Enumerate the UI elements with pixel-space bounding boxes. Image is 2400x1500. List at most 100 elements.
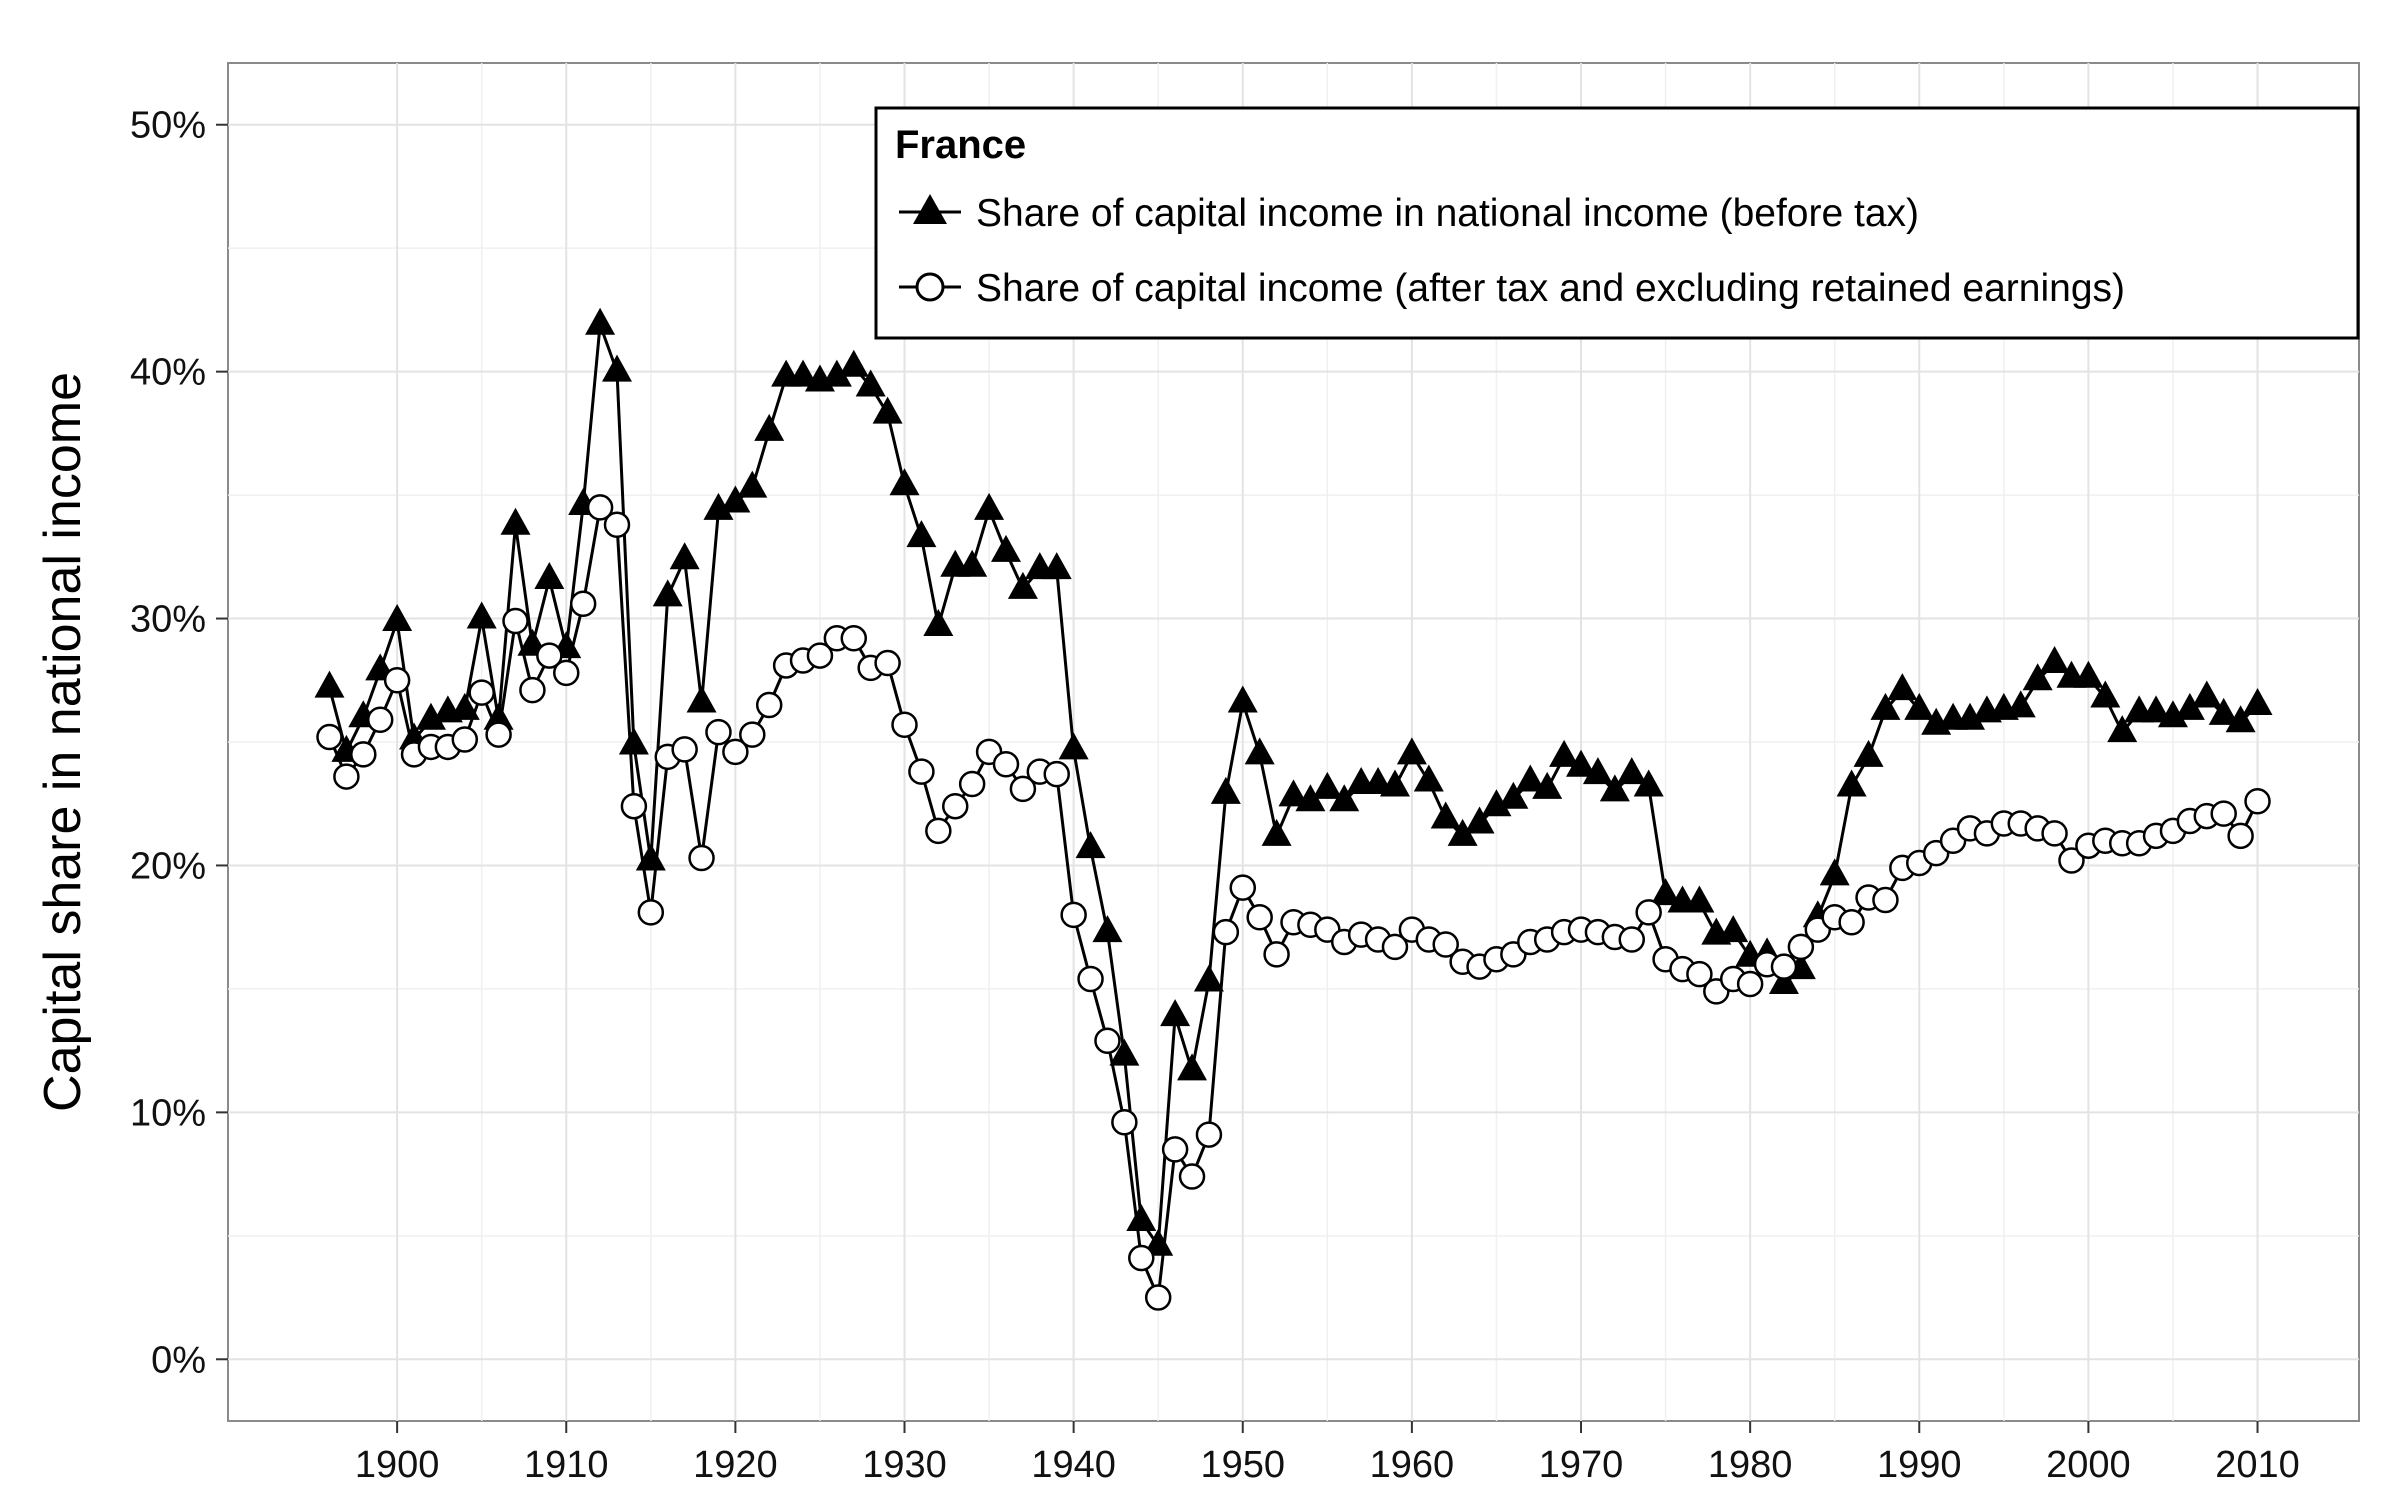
triangle-point <box>2174 692 2205 720</box>
triangle-point <box>1464 806 1495 834</box>
legend-entry-before-tax: Share of capital income in national inco… <box>899 192 1919 235</box>
circle-point <box>2041 820 2068 847</box>
legend-entry-after-tax: Share of capital income (after tax and e… <box>899 267 2125 310</box>
triangle-point <box>720 485 751 513</box>
circle-point <box>1144 1284 1172 1311</box>
triangle-point <box>1295 784 1326 812</box>
triangle-point <box>1582 757 1613 785</box>
triangle-point <box>1870 692 1901 720</box>
triangle-point <box>703 492 734 520</box>
circle-point <box>485 721 512 748</box>
circle-point <box>1060 901 1087 929</box>
circle-point <box>671 736 698 763</box>
triangle-point <box>2107 715 2138 743</box>
triangle-point <box>1092 915 1123 943</box>
triangle-point <box>2242 687 2273 715</box>
x-tick-label: 1960 <box>1370 1444 1455 1486</box>
triangle-point <box>1396 737 1427 765</box>
triangle-point <box>1413 764 1444 792</box>
triangle-point <box>1887 673 1918 701</box>
legend-label-before-tax: Share of capital income in national inco… <box>976 192 1919 235</box>
x-tick-label: 1930 <box>862 1444 947 1486</box>
circle-point <box>1246 904 1273 931</box>
triangle-point <box>2005 690 2036 718</box>
y-axis-ticks: 0% 10% 20% 30% 40% 50% <box>130 105 228 1381</box>
circle-point <box>1178 1163 1206 1190</box>
filled-triangle-icon <box>913 194 947 224</box>
y-axis-title: Capital share in national income <box>34 372 92 1112</box>
x-tick-label: 1950 <box>1200 1444 1285 1486</box>
triangle-point <box>1447 818 1478 846</box>
triangle-point <box>923 608 954 636</box>
triangle-point <box>1684 885 1715 913</box>
triangle-point <box>1904 692 1935 720</box>
triangle-point <box>2141 695 2172 723</box>
triangle-point <box>1853 739 1884 767</box>
circle-point <box>1686 960 1713 988</box>
triangle-point <box>1599 774 1630 802</box>
x-tick-label: 2000 <box>2046 1444 2131 1486</box>
circle-point <box>519 676 546 704</box>
circle-point <box>1872 886 1899 914</box>
triangle-point <box>1329 784 1360 812</box>
circle-point <box>2244 788 2271 815</box>
y-tick-label: 20% <box>130 845 206 887</box>
circle-point <box>722 738 749 766</box>
circle-point <box>1212 918 1240 946</box>
circle-point <box>1094 1027 1121 1055</box>
circle-point <box>1009 775 1037 803</box>
triangle-point <box>585 307 616 335</box>
triangle-point <box>838 349 869 377</box>
circle-point <box>1043 760 1070 788</box>
triangle-point <box>1532 771 1563 799</box>
circle-point <box>502 607 529 635</box>
circle-point <box>891 711 918 738</box>
open-circle-icon <box>915 272 945 302</box>
circle-point <box>1432 931 1459 958</box>
circle-point <box>1618 926 1646 953</box>
triangle-point <box>906 520 937 548</box>
triangle-point <box>601 354 632 382</box>
circle-point <box>468 679 495 706</box>
triangle-point <box>872 396 903 424</box>
circle-point <box>992 750 1020 778</box>
triangle-point <box>669 542 700 570</box>
triangle-point <box>1718 915 1749 943</box>
triangle-point <box>1075 831 1106 859</box>
series-2 <box>316 494 2271 1311</box>
triangle-point <box>889 468 920 496</box>
circle-point <box>739 721 766 748</box>
x-tick-label: 1910 <box>524 1444 609 1486</box>
circle-point <box>806 642 834 669</box>
triangle-point <box>1819 858 1850 886</box>
circle-point <box>383 667 411 694</box>
triangle-point <box>1566 749 1597 777</box>
circle-point <box>536 642 563 669</box>
triangle-point <box>1109 1038 1140 1066</box>
circle-point <box>1263 941 1290 968</box>
triangle-point <box>1126 1204 1157 1232</box>
triangle-point <box>1261 818 1292 846</box>
series-1 <box>314 307 2273 1256</box>
legend-label-after-tax: Share of capital income (after tax and e… <box>976 267 2125 310</box>
circle-point <box>941 792 969 820</box>
triangle-point <box>1549 739 1580 767</box>
triangle-point <box>855 369 886 397</box>
circle-point <box>1736 970 1764 998</box>
triangle-point <box>652 579 683 607</box>
circle-point <box>1838 908 1865 936</box>
circle-point <box>553 659 580 687</box>
x-tick-label: 1990 <box>1877 1444 1962 1486</box>
triangle-point <box>1481 789 1512 817</box>
triangle-point <box>415 702 446 730</box>
legend: France Share of capital income in nation… <box>874 106 2360 340</box>
circle-point <box>908 758 935 785</box>
triangle-point <box>466 601 497 629</box>
circle-point <box>1381 933 1409 961</box>
triangle-point <box>449 692 480 720</box>
triangle-point <box>1498 781 1529 809</box>
circle-point <box>569 590 597 617</box>
triangle-point <box>500 507 531 535</box>
circle-point <box>2058 847 2085 874</box>
